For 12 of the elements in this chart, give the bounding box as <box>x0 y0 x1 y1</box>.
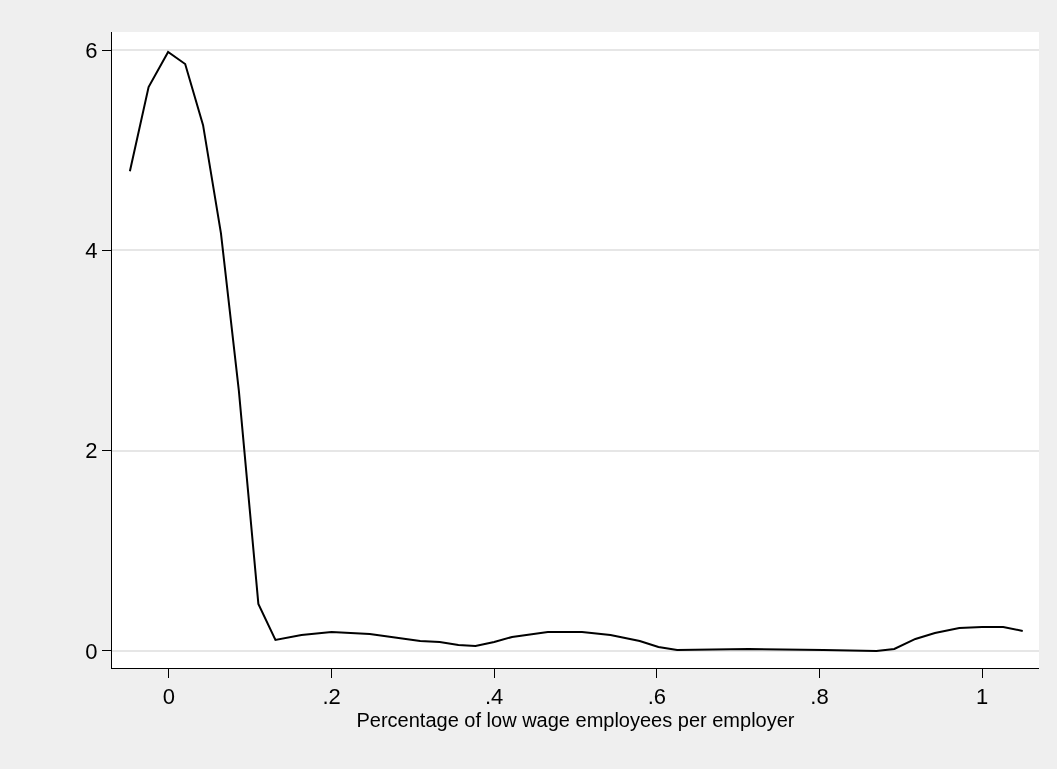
x-tick-label: .6 <box>647 684 666 710</box>
x-axis-title: Percentage of low wage employees per employer <box>356 709 795 732</box>
x-tick-label: 1 <box>975 684 989 710</box>
y-tick-label: 4 <box>85 238 98 264</box>
x-tick-label: 0 <box>162 684 176 710</box>
x-tick-label: .8 <box>810 684 829 710</box>
y-tick-label: 0 <box>85 638 98 664</box>
x-tick-label: .4 <box>485 684 504 710</box>
line-series <box>128 51 1024 652</box>
y-tick-label: 6 <box>85 37 98 63</box>
x-tick-label: .2 <box>322 684 341 710</box>
y-tick-label: 2 <box>85 438 98 464</box>
